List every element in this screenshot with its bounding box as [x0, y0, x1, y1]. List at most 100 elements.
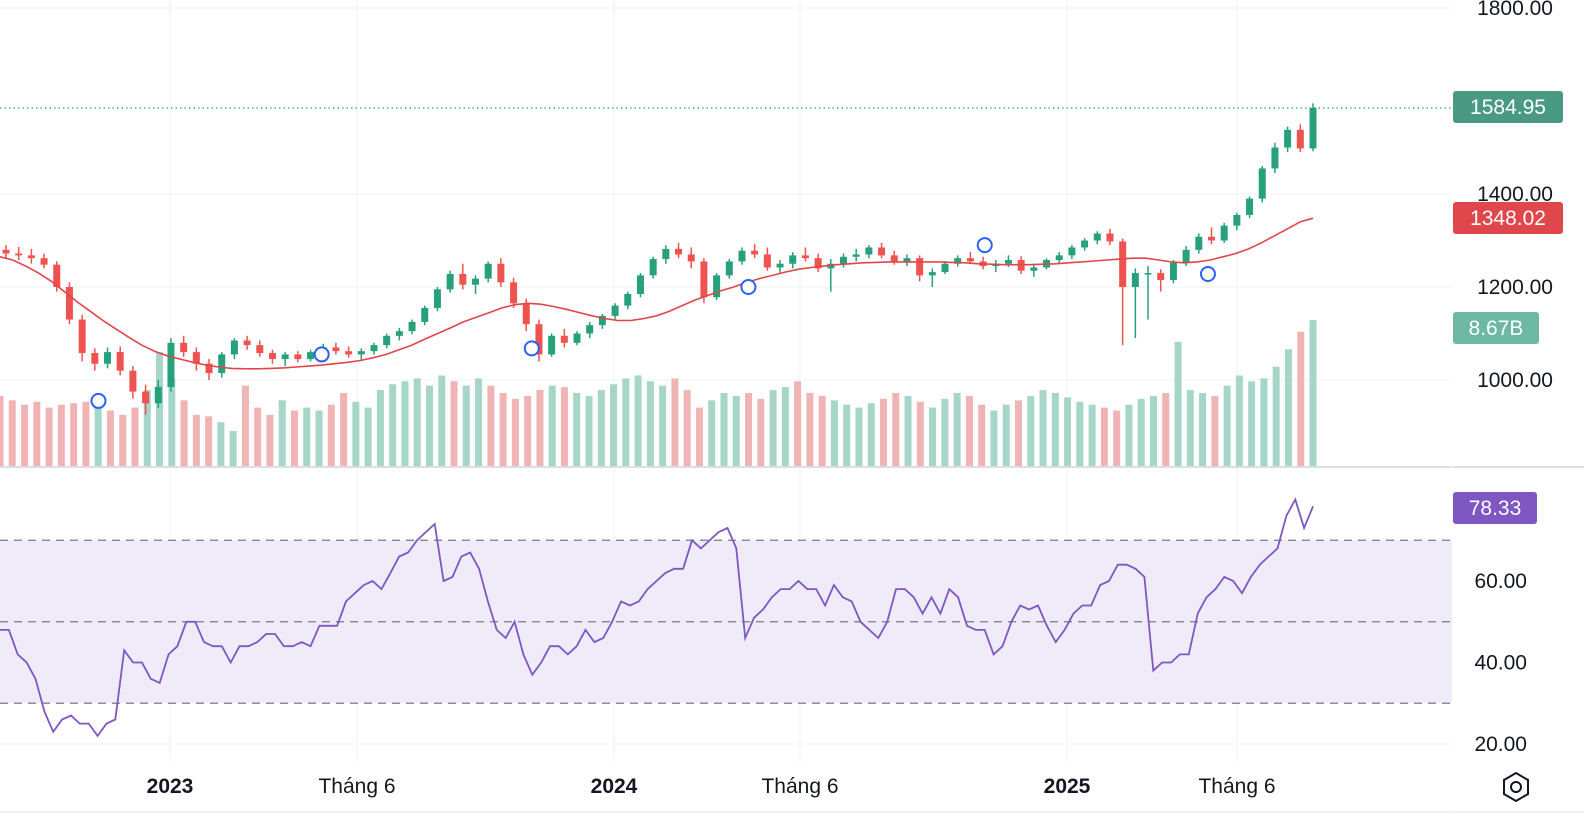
volume-bar-65: [794, 381, 802, 466]
volume-bar-62: [757, 398, 765, 466]
rsi-line: [0, 497, 1314, 738]
signal-marker-2: [523, 340, 540, 357]
candle-body-83: [1055, 255, 1063, 261]
time-label-3: Tháng 6: [761, 775, 838, 798]
volume-bar-78: [953, 393, 961, 466]
volume-bar-94: [1149, 395, 1157, 466]
volume-bar-96: [1174, 341, 1182, 466]
volume-bar-13: [156, 352, 164, 466]
time-label-4: 2025: [1044, 775, 1091, 798]
volume-bar-11: [131, 407, 139, 466]
volume-bar-71: [867, 403, 875, 466]
candle-body-18: [230, 340, 238, 355]
volume-bar-83: [1014, 400, 1022, 466]
candle-body-88: [1119, 241, 1127, 287]
volume-bar-14: [168, 378, 176, 466]
volume-bar-28: [340, 393, 348, 466]
volume-bar-103: [1260, 378, 1268, 466]
price-tick-label-1: 1400.00: [1477, 183, 1553, 206]
candle-body-37: [472, 278, 480, 285]
settings-icon-dot: [1510, 781, 1522, 793]
volume-bar-53: [646, 381, 654, 466]
candle-body-101: [1284, 129, 1292, 148]
axis-layer: 1800.00 1400.00 1200.00 1000.00 60.00 40.00 20…: [147, 0, 1553, 798]
settings-icon[interactable]: [1503, 771, 1529, 803]
candle-body-9: [116, 352, 124, 371]
candle-body-21: [268, 353, 276, 360]
badge-layer: 1584.95 1348.02 8.67B 78.33: [1453, 91, 1563, 524]
candle-body-16: [205, 363, 213, 374]
candle-body-56: [713, 275, 721, 298]
volume-bar-18: [217, 422, 225, 466]
volume-bar-90: [1100, 407, 1108, 466]
volume-bar-17: [205, 416, 213, 466]
candle-body-70: [890, 255, 898, 262]
volume-bar-32: [389, 384, 397, 466]
candle-body-81: [1030, 267, 1038, 271]
volume-bar-29: [352, 401, 360, 466]
volume-bar-84: [1027, 395, 1035, 466]
volume-bar-9: [106, 410, 114, 466]
signal-marker-3: [740, 279, 757, 295]
candle-body-53: [675, 248, 683, 255]
volume-bar-36: [438, 375, 446, 466]
volume-bar-31: [376, 390, 384, 466]
volume-bar-38: [462, 385, 470, 466]
candle-body-74: [941, 263, 949, 273]
time-label-0: 2023: [147, 775, 194, 798]
volume-bar-104: [1272, 366, 1280, 466]
candle-body-40: [510, 282, 518, 304]
volume-bar-89: [1088, 404, 1096, 466]
candle-body-35: [446, 273, 454, 290]
price-tick-label-0: 1800.00: [1477, 0, 1553, 20]
rsi-tick-label-1: 40.00: [1474, 652, 1527, 675]
signal-marker-1: [313, 346, 330, 363]
candle-body-57: [725, 261, 733, 276]
candle-body-89: [1131, 273, 1139, 287]
volume-bar-25: [303, 407, 311, 466]
candle-body-27: [345, 351, 353, 355]
volume-bar-51: [622, 378, 630, 466]
candle-body-103: [1309, 107, 1317, 149]
candle-body-62: [789, 255, 797, 264]
volume-bar-101: [1235, 375, 1243, 466]
signal-marker-5: [1199, 265, 1216, 282]
candle-body-90: [1144, 273, 1152, 275]
volume-bar-55: [671, 378, 679, 466]
candle-body-42: [535, 324, 543, 355]
candle-body-75: [954, 258, 962, 264]
volume-bar-93: [1137, 398, 1145, 466]
volume-bar-42: [511, 398, 519, 466]
candle-body-41: [522, 303, 530, 325]
volume-bar-58: [708, 400, 716, 466]
volume-bar-80: [978, 404, 986, 466]
candle-body-91: [1157, 273, 1165, 281]
candle-body-60: [763, 254, 771, 268]
candle-body-86: [1093, 233, 1101, 241]
volume-bar-12: [143, 390, 151, 466]
candle-body-58: [738, 250, 746, 262]
marker-layer: [0, 107, 1452, 409]
candle-layer: [2, 103, 1317, 415]
candle-body-64: [814, 258, 822, 269]
volume-bar-44: [536, 390, 544, 466]
candle-body-99: [1258, 168, 1266, 199]
time-label-2: 2024: [591, 775, 638, 798]
candle-body-55: [700, 261, 708, 298]
rsi-layer: [0, 497, 1314, 738]
volume-bar-8: [94, 398, 102, 466]
last-price-badge-label: 1584.95: [1470, 96, 1546, 119]
candle-body-14: [180, 342, 188, 353]
candle-body-63: [801, 255, 809, 259]
volume-bar-48: [585, 395, 593, 466]
candle-body-10: [129, 370, 137, 392]
candle-body-20: [256, 345, 264, 354]
candle-body-98: [1246, 198, 1254, 215]
volume-bar-43: [524, 395, 532, 466]
candle-body-33: [421, 307, 429, 322]
volume-bar-50: [610, 384, 618, 466]
volume-bar-7: [82, 401, 90, 466]
volume-bar-60: [732, 395, 740, 466]
candle-body-32: [408, 321, 416, 332]
candle-body-66: [839, 256, 847, 264]
